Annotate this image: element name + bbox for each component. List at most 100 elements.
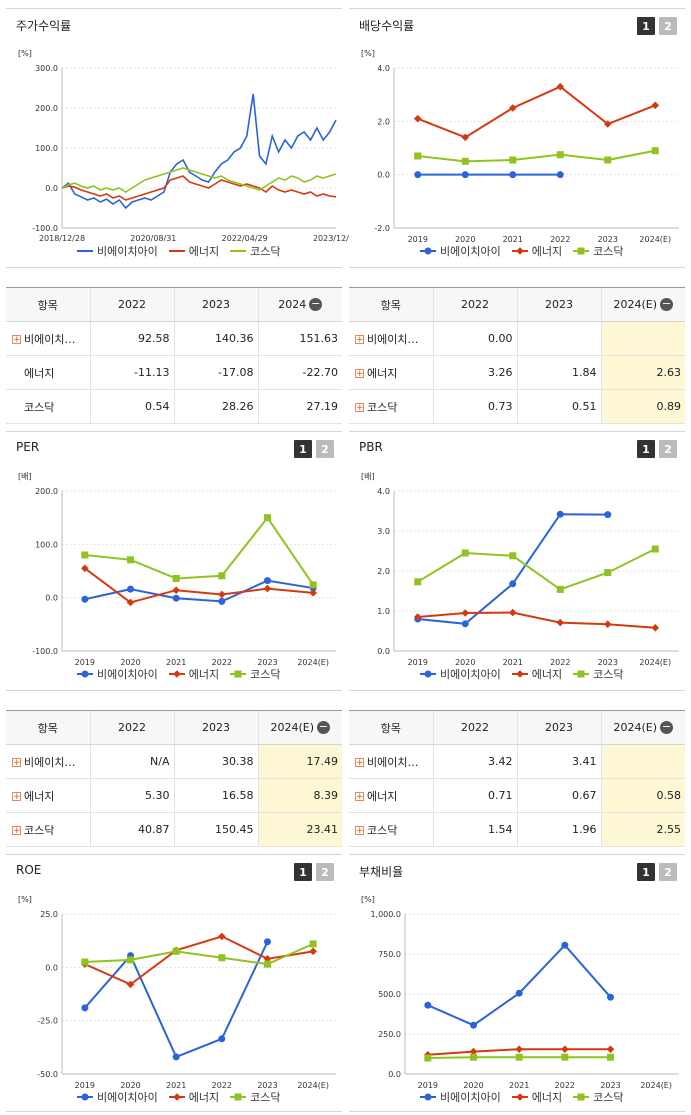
legend-marker bbox=[81, 1093, 89, 1101]
row-name: 비에이치… bbox=[367, 755, 419, 769]
toggle-button-2[interactable]: 2 bbox=[316, 863, 334, 881]
data-point bbox=[424, 1001, 432, 1009]
collapse-icon[interactable]: − bbox=[660, 297, 674, 312]
column-header-label: 2024 bbox=[278, 297, 307, 311]
data-point bbox=[172, 594, 180, 602]
y-tick-label: 300.0 bbox=[35, 64, 58, 73]
data-point bbox=[81, 564, 89, 573]
column-header: 2023 bbox=[173, 710, 258, 745]
value-cell: 23.41 bbox=[257, 812, 342, 847]
x-tick-label: 2020 bbox=[455, 658, 475, 667]
column-header: 2022 bbox=[89, 710, 174, 745]
value-cell: 151.63 bbox=[257, 321, 342, 356]
y-tick-label: 0.0 bbox=[45, 594, 58, 603]
expand-icon[interactable]: + bbox=[355, 758, 364, 768]
table-row: + 비에이치… N/A 30.38 17.49 bbox=[6, 744, 342, 779]
column-header: 2024(E) − bbox=[600, 710, 685, 745]
data-point bbox=[309, 940, 317, 948]
toggle-button-1[interactable]: 1 bbox=[637, 17, 655, 35]
column-header: 2023 bbox=[516, 287, 601, 322]
collapse-icon[interactable]: − bbox=[317, 720, 331, 735]
chart-legend: 비에이치아이 에너지 코스닥 bbox=[76, 666, 280, 682]
x-tick-label: 2023 bbox=[598, 235, 618, 244]
legend-item: 에너지 bbox=[511, 243, 562, 259]
y-tick-label: 200.0 bbox=[35, 487, 58, 496]
expand-icon[interactable]: + bbox=[355, 403, 364, 413]
value-cell: 3.41 bbox=[516, 744, 601, 779]
column-header: 2022 bbox=[432, 287, 517, 322]
legend-marker bbox=[234, 670, 242, 678]
data-point bbox=[469, 1047, 478, 1056]
legend-item: 비에이치아이 bbox=[419, 666, 501, 682]
x-tick-label: 2020 bbox=[120, 1081, 140, 1090]
column-header-label: 2022 bbox=[461, 298, 489, 311]
data-point bbox=[424, 1054, 432, 1062]
per-table: 항목 2022 2023 2024(E) − + 비에이치… N/A 30.38 17.49 + 에너… bbox=[6, 710, 342, 847]
legend-label: 에너지 bbox=[188, 245, 220, 258]
legend-label: 비에이치아이 bbox=[440, 1091, 501, 1104]
x-tick-label: 2024(E) bbox=[297, 658, 329, 667]
chart-toggle: 1 2 bbox=[294, 440, 334, 458]
collapse-icon[interactable]: − bbox=[309, 297, 323, 312]
legend-marker bbox=[515, 247, 524, 255]
data-point bbox=[414, 578, 422, 586]
legend-label: 코스닥 bbox=[593, 1091, 624, 1104]
toggle-button-2[interactable]: 2 bbox=[659, 440, 677, 458]
column-header-label: 항목 bbox=[37, 298, 58, 312]
row-name: 비에이치… bbox=[24, 332, 76, 346]
expand-icon[interactable]: + bbox=[355, 369, 364, 379]
toggle-button-1[interactable]: 1 bbox=[637, 863, 655, 881]
data-point bbox=[651, 147, 659, 155]
toggle-button-1[interactable]: 1 bbox=[637, 440, 655, 458]
legend-item: 코스닥 bbox=[572, 243, 623, 259]
toggle-button-2[interactable]: 2 bbox=[316, 440, 334, 458]
y-tick-label: 0.0 bbox=[377, 647, 390, 656]
legend-marker bbox=[515, 670, 524, 678]
expand-icon[interactable]: + bbox=[355, 826, 364, 836]
column-header-label: 항목 bbox=[380, 721, 401, 735]
data-point bbox=[309, 581, 317, 589]
toggle-button-2[interactable]: 2 bbox=[659, 863, 677, 881]
expand-icon[interactable]: + bbox=[12, 792, 21, 802]
expand-icon[interactable]: + bbox=[355, 792, 364, 802]
column-header: 2024(E) − bbox=[257, 710, 342, 745]
value-cell: 0.73 bbox=[432, 389, 517, 424]
row-name-cell: + 코스닥 bbox=[6, 812, 90, 847]
x-tick-label: 2022 bbox=[555, 1081, 575, 1090]
value-cell: 92.58 bbox=[89, 321, 174, 356]
legend-swatch bbox=[230, 250, 247, 252]
y-tick-label: 100.0 bbox=[35, 540, 58, 549]
legend-label: 코스닥 bbox=[250, 245, 281, 258]
dividend-yield-panel: 배당수익률 1 2 [%] 4.0 2.0 0.0 -2.0 2019 2020 2021 20… bbox=[349, 8, 685, 268]
data-point bbox=[263, 584, 272, 593]
x-tick-label: 2023 bbox=[598, 658, 618, 667]
toggle-button-1[interactable]: 1 bbox=[294, 863, 312, 881]
expand-icon[interactable]: + bbox=[12, 826, 21, 836]
value-cell: 27.19 bbox=[257, 389, 342, 424]
data-point bbox=[509, 156, 517, 164]
legend-marker bbox=[577, 1093, 585, 1101]
legend-label: 비에이치아이 bbox=[97, 245, 158, 258]
x-tick-label: 2022 bbox=[212, 658, 232, 667]
toggle-button-2[interactable]: 2 bbox=[659, 17, 677, 35]
x-tick-label: 2019 bbox=[75, 658, 95, 667]
data-point bbox=[461, 620, 469, 628]
value-cell: 0.54 bbox=[89, 389, 174, 424]
toggle-button-1[interactable]: 1 bbox=[294, 440, 312, 458]
expand-icon[interactable]: + bbox=[12, 335, 21, 345]
row-name-cell: + 비에이치… bbox=[6, 321, 90, 356]
row-name-cell: + 에너지 bbox=[349, 355, 433, 390]
value-cell: 17.49 bbox=[257, 744, 342, 779]
table-row: + 비에이치… 3.42 3.41 bbox=[349, 744, 685, 779]
stock-return-table: 항목 2022 2023 2024− + 비에이치… 92.58 140.36 151.63 에너… bbox=[6, 287, 342, 424]
y-unit-label: [%] bbox=[18, 895, 32, 904]
expand-icon[interactable]: + bbox=[355, 335, 364, 345]
x-tick-label: 2022/04/29 bbox=[222, 234, 268, 243]
data-point bbox=[561, 941, 569, 949]
legend-swatch bbox=[168, 670, 185, 678]
collapse-icon[interactable]: − bbox=[660, 720, 674, 735]
legend-swatch bbox=[511, 1093, 528, 1101]
y-tick-label: 500.0 bbox=[378, 990, 401, 999]
row-name-cell: 에너지 bbox=[6, 355, 90, 390]
expand-icon[interactable]: + bbox=[12, 758, 21, 768]
